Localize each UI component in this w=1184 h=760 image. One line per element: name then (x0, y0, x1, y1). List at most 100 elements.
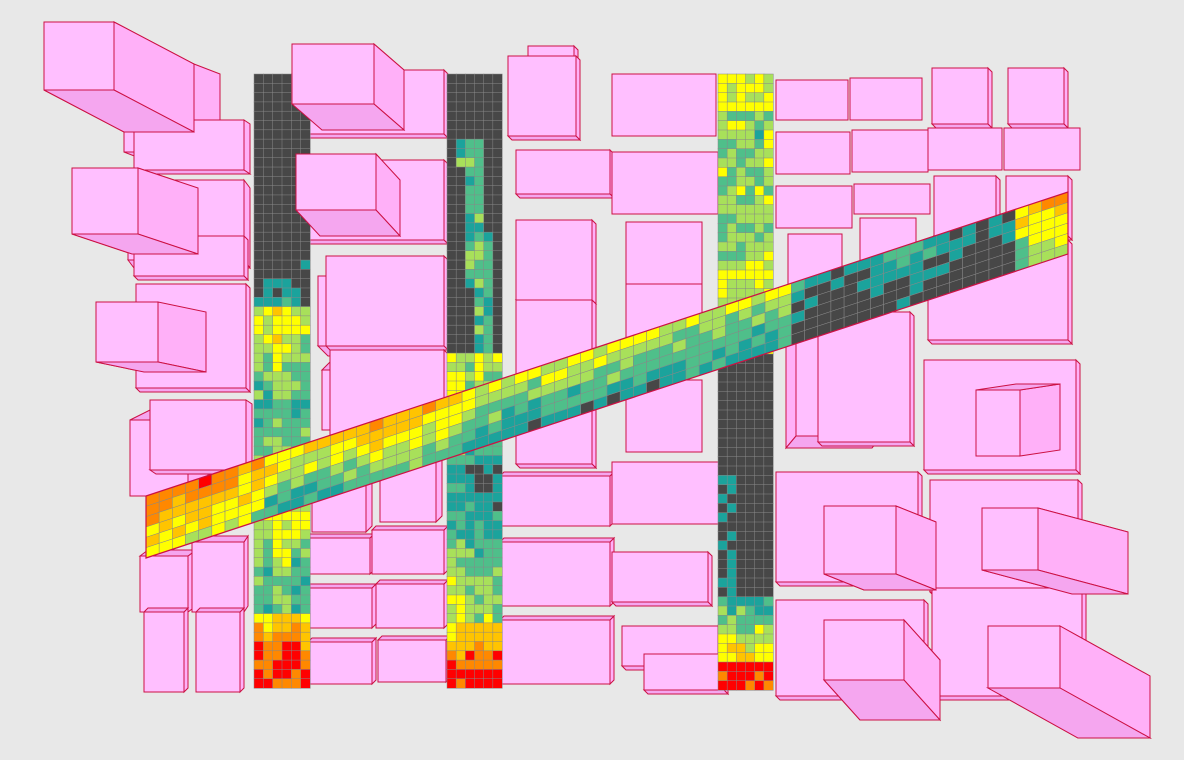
heat-cell (253, 297, 264, 308)
heat-cell (754, 232, 765, 243)
heat-cell (263, 557, 274, 568)
heat-cell (281, 641, 292, 652)
heat-cell (763, 73, 774, 84)
heat-cell (263, 334, 274, 345)
heat-cell (726, 475, 737, 486)
heat-cell (763, 269, 774, 280)
heat-cell (253, 203, 264, 215)
heat-cell (455, 138, 466, 149)
heat-cell (745, 428, 756, 439)
heat-cell (483, 138, 494, 149)
heat-cell (465, 641, 476, 652)
heat-cell (455, 464, 466, 475)
heat-cell (763, 643, 774, 654)
heat-cell (263, 678, 274, 689)
heat-cell (745, 241, 756, 252)
building-block (849, 77, 923, 121)
heat-cell (745, 391, 756, 402)
heat-cell (281, 73, 292, 84)
heat-cell (483, 203, 494, 215)
heat-cell (474, 343, 485, 354)
heat-cell (253, 324, 264, 336)
heat-cell (272, 148, 283, 159)
heat-cell (745, 409, 756, 420)
heat-cell (726, 437, 737, 448)
heat-cell (483, 120, 494, 131)
heat-cell (253, 92, 264, 103)
heat-cell (483, 324, 494, 336)
heat-cell (272, 436, 283, 447)
heat-cell (300, 371, 311, 382)
heat-cell (754, 493, 765, 504)
heat-cell (763, 624, 774, 635)
building-block (611, 461, 721, 525)
heat-cell (263, 613, 274, 624)
heat-cell (291, 678, 302, 689)
heat-cell (717, 568, 728, 579)
heat-cell (754, 372, 765, 383)
heat-cell (754, 643, 765, 654)
heat-cell (717, 185, 728, 196)
heat-cell (492, 529, 503, 540)
heat-cell (281, 371, 292, 382)
heat-cell (754, 204, 765, 215)
heat-cell (253, 185, 264, 196)
heat-cell (455, 297, 466, 308)
heat-cell (446, 529, 457, 540)
heat-cell (474, 678, 485, 689)
heat-cell (465, 120, 476, 131)
heat-cell (736, 288, 747, 299)
heat-cell (263, 390, 274, 401)
heat-cell (483, 510, 494, 522)
heat-cell (455, 269, 466, 280)
buildings-front-layer (43, 21, 1152, 739)
heat-cell (763, 185, 774, 196)
heat-cell (745, 120, 756, 131)
heat-cell (263, 83, 274, 94)
heat-cell (754, 615, 765, 626)
heat-cell (281, 278, 292, 289)
heat-cell (253, 669, 264, 680)
heat-cell (726, 456, 737, 467)
heat-cell (281, 166, 292, 177)
heat-cell (291, 306, 302, 317)
heat-cell (726, 269, 737, 280)
heat-cell (253, 659, 264, 670)
heat-cell (263, 352, 274, 363)
heat-cell (763, 596, 774, 607)
heat-cell (253, 641, 264, 652)
heat-cell (726, 260, 737, 271)
heat-cell (465, 622, 476, 633)
heat-cell (474, 315, 485, 326)
heat-cell (492, 222, 503, 233)
heat-cell (281, 157, 292, 168)
heat-cell (745, 83, 756, 94)
heat-cell (253, 613, 264, 624)
heat-cell (483, 306, 494, 317)
heat-cell (446, 585, 457, 596)
heat-cell (253, 166, 264, 177)
heat-cell (253, 585, 264, 596)
building-block (298, 532, 376, 576)
building-block (611, 151, 719, 215)
heat-cell (736, 232, 747, 243)
heat-cell (483, 445, 494, 456)
heat-cell (263, 427, 274, 438)
heat-cell (763, 279, 774, 290)
heat-cell (745, 111, 756, 122)
heat-cell (455, 576, 466, 587)
heat-cell (763, 652, 774, 663)
heat-cell (745, 223, 756, 234)
heat-cell (763, 148, 774, 159)
heat-cell (717, 437, 728, 448)
building-block (927, 127, 1003, 171)
building-block (374, 578, 450, 630)
heat-cell (272, 678, 283, 689)
heat-cell (754, 465, 765, 476)
heat-cell (455, 604, 466, 615)
heat-cell (754, 260, 765, 271)
heat-cell (263, 380, 274, 391)
heat-cell (263, 250, 274, 261)
heat-cell (465, 138, 476, 149)
heat-cell (291, 613, 302, 624)
